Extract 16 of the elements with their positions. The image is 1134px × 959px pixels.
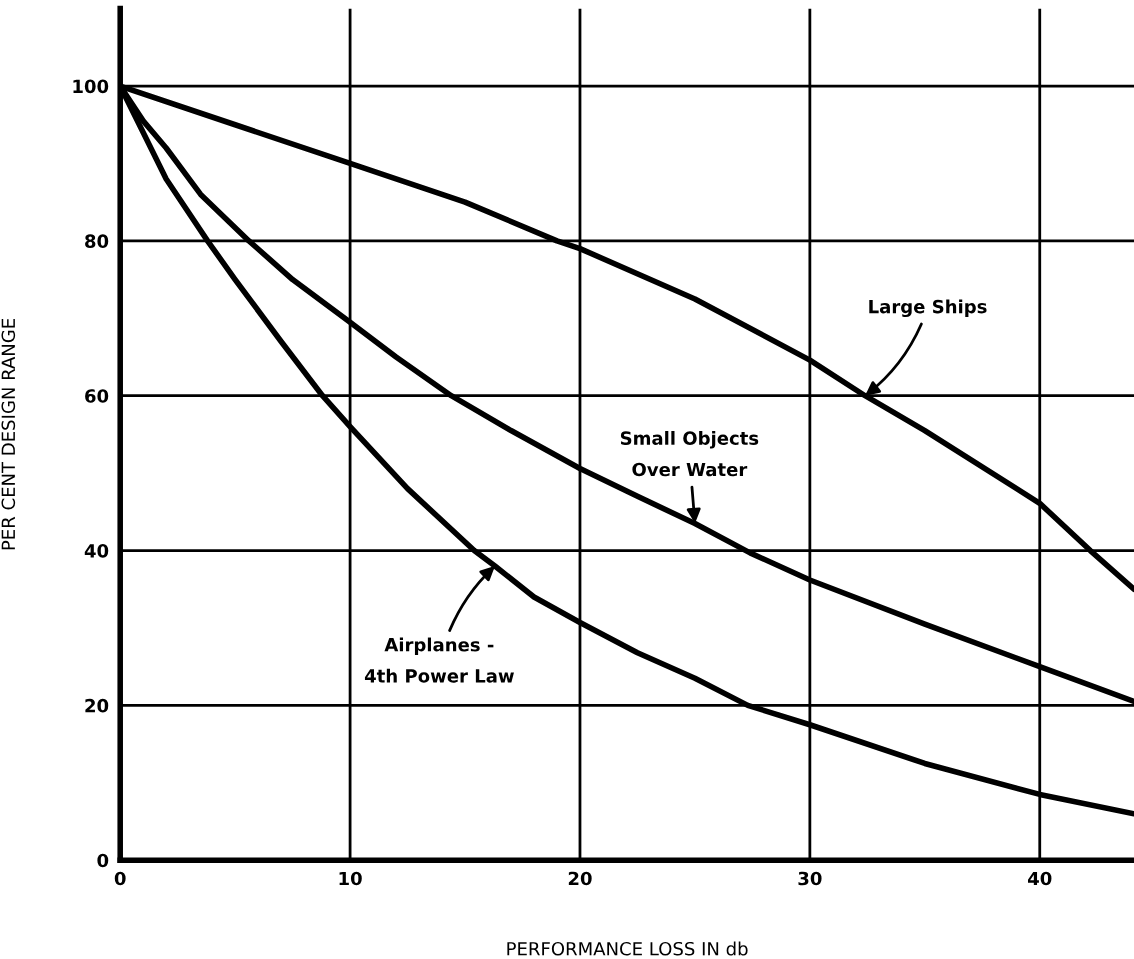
annotation: Large Ships <box>869 299 987 318</box>
x-axis-title: PERFORMANCE LOSS IN db <box>507 941 748 956</box>
x-tick-label: 20 <box>568 871 592 886</box>
y-tick-label: 60 <box>85 389 109 403</box>
x-tick-label: 10 <box>339 871 362 886</box>
y-tick-label: 100 <box>73 79 109 94</box>
x-tick-label: 0 <box>114 871 126 886</box>
y-tick-label: 80 <box>85 234 109 248</box>
annotation: Small Objects Over Water <box>620 431 759 477</box>
y-axis-title: PER CENT DESIGN RANGE <box>1 318 16 550</box>
x-tick-label: 40 <box>1028 871 1052 886</box>
annotation: Airplanes - 4th Power Law <box>364 637 514 683</box>
x-tick-label: 30 <box>798 871 822 886</box>
y-tick-label: 20 <box>85 698 109 713</box>
y-tick-label: 40 <box>84 544 109 558</box>
y-tick-label: 0 <box>97 853 109 868</box>
